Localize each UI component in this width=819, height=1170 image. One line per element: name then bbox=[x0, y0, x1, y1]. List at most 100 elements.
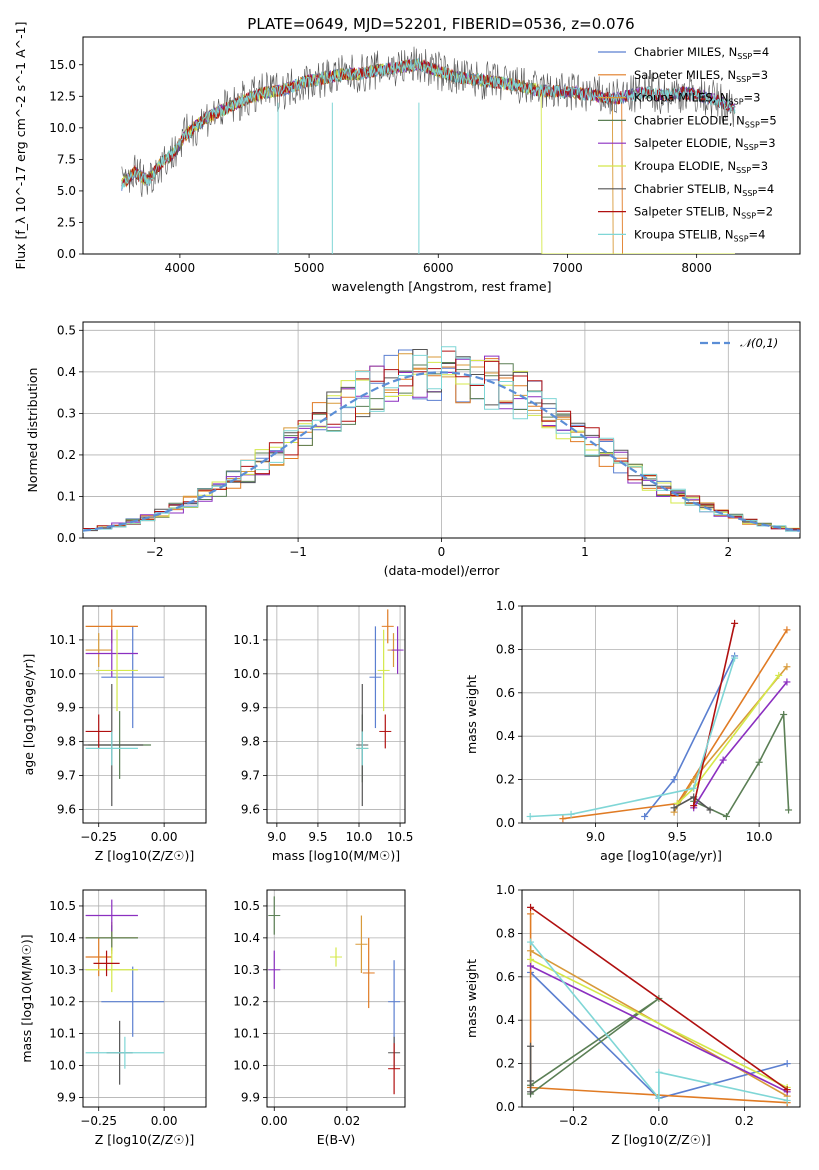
y-tick-label: 0.6 bbox=[496, 686, 515, 700]
y-axis-label: age [log10(age/yr)] bbox=[21, 654, 36, 776]
weight-line bbox=[530, 906, 788, 1091]
legend-entry: Kroupa STELIB, NSSP=4 bbox=[634, 227, 765, 243]
y-tick-label: 10.4 bbox=[49, 931, 76, 945]
y-axis-label: mass [log10(M/M☉)] bbox=[19, 934, 34, 1062]
x-tick-label: −0.25 bbox=[80, 830, 117, 844]
weight-line bbox=[529, 941, 788, 1102]
x-tick-label: −1 bbox=[289, 545, 307, 559]
weight-vs-age-lines bbox=[526, 619, 793, 823]
y-tick-label: 9.8 bbox=[57, 735, 76, 749]
weight-vs-Z-lines bbox=[527, 903, 791, 1107]
y-tick-label: 9.9 bbox=[57, 1090, 76, 1104]
x-tick-label: 0.2 bbox=[735, 1114, 754, 1128]
x-tick-label: 9.5 bbox=[308, 830, 327, 844]
spectrum-line-kroupa-stelib bbox=[121, 58, 736, 190]
y-tick-label: 10.1 bbox=[49, 633, 76, 647]
histogram-step bbox=[83, 346, 800, 533]
y-tick-label: 9.9 bbox=[57, 701, 76, 715]
legend-entry: Salpeter MILES, NSSP=3 bbox=[634, 68, 768, 84]
weight-line bbox=[530, 958, 788, 1089]
axes-frame bbox=[82, 889, 207, 1108]
normal-legend-label: 𝒩(0,1) bbox=[740, 336, 778, 350]
y-tick-label: 10.0 bbox=[233, 1059, 260, 1073]
y-tick-label: 10.1 bbox=[233, 1027, 260, 1041]
legend-entry: Kroupa ELODIE, NSSP=3 bbox=[634, 159, 768, 175]
x-tick-label: −2 bbox=[146, 545, 164, 559]
axes-frame bbox=[521, 605, 801, 824]
x-tick-label: −0.2 bbox=[559, 1114, 588, 1128]
y-tick-label: 0.0 bbox=[57, 531, 76, 545]
weight-line bbox=[692, 623, 736, 806]
axes-frame bbox=[266, 889, 406, 1108]
x-tick-label: 5000 bbox=[294, 261, 325, 275]
y-tick-label: 10.3 bbox=[49, 963, 76, 977]
weight-line bbox=[530, 965, 788, 1093]
y-tick-label: 12.5 bbox=[49, 89, 76, 103]
legend-entry: Salpeter STELIB, NSSP=2 bbox=[634, 205, 773, 221]
age-vs-Z-axes: −0.25 0.00 9.6 9.7 9.8 9.9 10.0 10.1 Z [log10(Z/… bbox=[21, 605, 207, 863]
plots-layer: 4000 5000 6000 7000 80000.02.55.07.510.012.5… bbox=[13, 22, 801, 1147]
axes-frame bbox=[82, 36, 801, 255]
y-tick-label: 10.0 bbox=[49, 121, 76, 135]
x-tick-label: 0 bbox=[438, 545, 446, 559]
axes-frame bbox=[82, 605, 207, 824]
weight-line bbox=[530, 657, 736, 818]
spectrum-axes: 4000 5000 6000 7000 8000 0.0 2.5 5.0 7.5 10.0 12.5… bbox=[13, 22, 801, 294]
x-tick-label: 0.0 bbox=[649, 1114, 668, 1128]
legend-entry: Kroupa MILES, NSSP=3 bbox=[634, 91, 760, 107]
x-tick-label: 0.00 bbox=[151, 1114, 178, 1128]
y-tick-label: 10.5 bbox=[233, 899, 260, 913]
y-tick-label: 10.2 bbox=[233, 995, 260, 1009]
x-axis-label: Z [log10(Z/Z☉)] bbox=[611, 1132, 711, 1147]
y-tick-label: 9.6 bbox=[57, 802, 76, 816]
y-tick-label: 0.8 bbox=[496, 642, 515, 656]
y-tick-label: 0.6 bbox=[496, 970, 515, 984]
x-tick-label: 9.0 bbox=[586, 830, 605, 844]
x-tick-label: 0.00 bbox=[151, 830, 178, 844]
y-tick-label: 0.0 bbox=[496, 1100, 515, 1114]
x-tick-label: 10.0 bbox=[746, 830, 773, 844]
x-axis-label: wavelength [Angstrom, rest frame] bbox=[331, 279, 551, 294]
y-tick-label: 0.1 bbox=[57, 489, 76, 503]
axes-frame bbox=[266, 605, 406, 824]
y-axis-label: Flux [f_λ 10^-17 erg cm^-2 s^-1 A^-1] bbox=[13, 22, 28, 270]
y-tick-label: 10.0 bbox=[49, 1059, 76, 1073]
legend-entry: Salpeter ELODIE, NSSP=3 bbox=[634, 136, 776, 152]
y-tick-label: 10.4 bbox=[233, 931, 260, 945]
x-tick-label: 7000 bbox=[552, 261, 583, 275]
y-tick-label: 0.8 bbox=[496, 926, 515, 940]
y-tick-label: 1.0 bbox=[496, 883, 515, 897]
weight-vs-age-axes: 9.0 9.5 10.0 0.0 0.2 0.4 0.6 0.8 1.0 age [log10(a… bbox=[464, 599, 801, 863]
x-tick-label: 10.0 bbox=[346, 830, 373, 844]
y-tick-label: 9.6 bbox=[241, 802, 260, 816]
y-tick-label: 0.0 bbox=[57, 247, 76, 261]
y-tick-label: 10.1 bbox=[49, 1027, 76, 1041]
residuals-axes: −2 −1 0 1 2 0.0 0.1 0.2 0.3 0.4 0.5 (data-model)/er… bbox=[25, 321, 801, 578]
normal-curve bbox=[83, 371, 800, 532]
y-tick-label: 2.5 bbox=[57, 215, 76, 229]
y-tick-label: 0.0 bbox=[496, 816, 515, 830]
y-tick-label: 10.3 bbox=[233, 963, 260, 977]
spectrum-legend: Chabrier MILES, NSSP=4 Salpeter MILES, NS… bbox=[598, 45, 777, 243]
x-axis-label: mass [log10(M/M☉)] bbox=[272, 848, 400, 863]
y-tick-label: 15.0 bbox=[49, 58, 76, 72]
x-axis-label: E(B-V) bbox=[317, 1132, 356, 1147]
y-tick-label: 9.8 bbox=[241, 735, 260, 749]
x-tick-label: 4000 bbox=[165, 261, 196, 275]
y-tick-label: 10.1 bbox=[233, 633, 260, 647]
legend-entry: Chabrier MILES, NSSP=4 bbox=[634, 45, 769, 61]
x-axis-label: (data-model)/error bbox=[384, 563, 501, 578]
figure-title: PLATE=0649, MJD=52201, FIBERID=0536, z=0… bbox=[247, 15, 634, 33]
y-tick-label: 0.4 bbox=[496, 729, 515, 743]
x-tick-label: 0.00 bbox=[261, 1114, 288, 1128]
legend-entry: Chabrier ELODIE, NSSP=5 bbox=[634, 113, 777, 129]
y-tick-label: 10.2 bbox=[49, 995, 76, 1009]
x-tick-label: 6000 bbox=[423, 261, 454, 275]
x-axis-label: age [log10(age/yr)] bbox=[600, 848, 722, 863]
y-tick-label: 9.9 bbox=[241, 1090, 260, 1104]
x-tick-label: −0.25 bbox=[80, 1114, 117, 1128]
x-axis-label: Z [log10(Z/Z☉)] bbox=[95, 848, 195, 863]
x-tick-label: 2 bbox=[724, 545, 732, 559]
y-tick-label: 9.7 bbox=[57, 769, 76, 783]
x-tick-label: 0.02 bbox=[334, 1114, 361, 1128]
